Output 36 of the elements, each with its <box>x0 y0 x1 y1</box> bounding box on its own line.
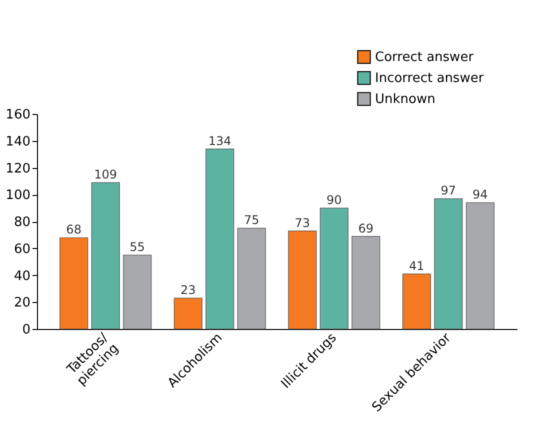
bar <box>402 274 431 330</box>
bar <box>206 148 234 330</box>
data-label: 109 <box>94 168 118 182</box>
data-label: 90 <box>326 193 342 208</box>
bar <box>434 198 463 330</box>
bar <box>60 237 88 330</box>
bar <box>466 202 494 330</box>
y-tick-label: 80 <box>14 215 30 230</box>
data-label: 97 <box>440 184 456 198</box>
y-tick-label: 100 <box>6 188 30 204</box>
legend-label: Incorrect answer <box>375 71 484 86</box>
data-label: 94 <box>472 188 488 202</box>
data-label: 68 <box>66 222 82 237</box>
bar <box>174 298 202 330</box>
data-label: 75 <box>244 213 260 228</box>
y-tick-label: 60 <box>14 242 30 257</box>
bar <box>123 254 152 330</box>
legend-label: Unknown <box>375 92 436 107</box>
data-label: 69 <box>358 221 374 236</box>
data-label: 73 <box>294 216 310 230</box>
bar <box>352 236 380 330</box>
y-tick-label: 40 <box>14 268 30 284</box>
data-label: 41 <box>409 258 424 273</box>
bar <box>91 182 120 330</box>
bar <box>237 228 266 330</box>
data-label: 134 <box>208 134 232 148</box>
y-tick-label: 140 <box>6 134 30 150</box>
y-tick-label: 0 <box>22 322 30 338</box>
data-label: 55 <box>130 240 145 254</box>
bar <box>288 230 317 330</box>
legend-label: Correct answer <box>375 50 474 65</box>
y-tick-label: 20 <box>14 296 30 311</box>
bar <box>320 208 348 330</box>
y-tick-label: 120 <box>6 161 30 176</box>
y-tick-label: 160 <box>6 108 30 122</box>
data-label: 23 <box>180 283 196 298</box>
